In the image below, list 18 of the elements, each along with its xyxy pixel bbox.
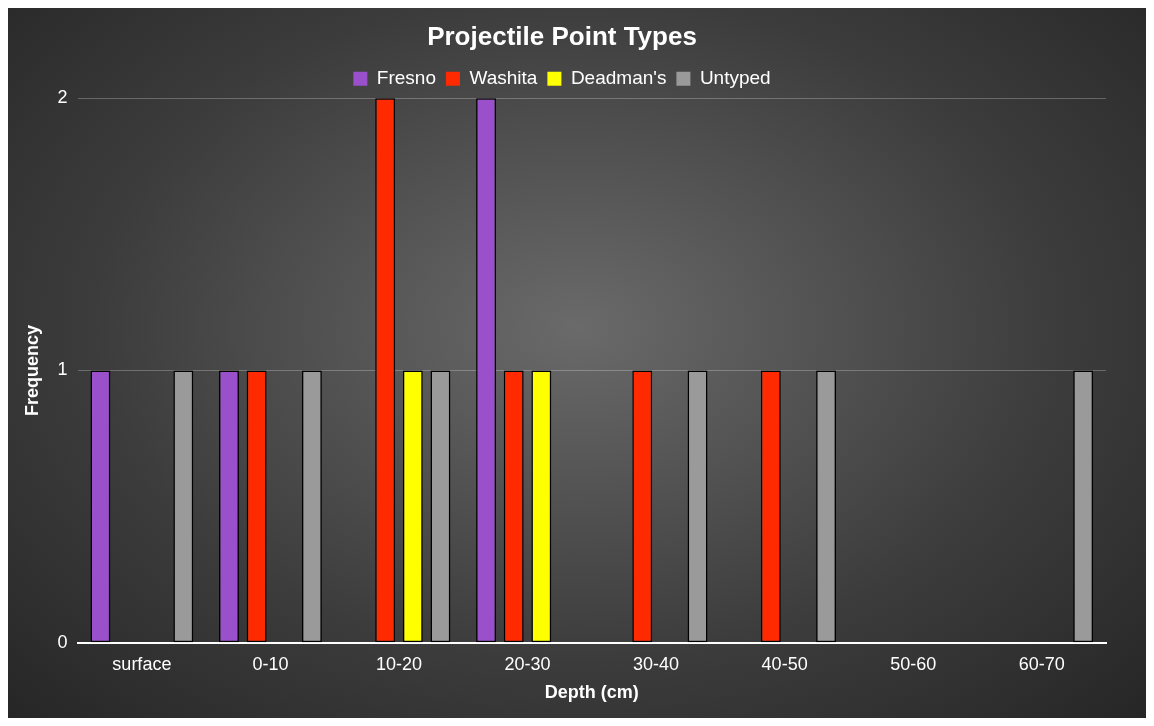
- y-axis-title: Frequency: [21, 324, 42, 417]
- x-tick-label: surface: [112, 653, 172, 674]
- x-tick-label: 0-10: [252, 653, 289, 674]
- y-tick-label: 0: [57, 631, 68, 652]
- x-tick-label: 10-20: [375, 653, 423, 674]
- x-tick-label: 20-30: [504, 653, 551, 674]
- legend-label: Untyped: [699, 66, 771, 88]
- legend-label: Washita: [469, 66, 538, 88]
- x-tick-label: 30-40: [633, 653, 680, 674]
- x-axis-title: Depth (cm): [544, 682, 639, 703]
- legend-label: Deadman's: [570, 66, 667, 88]
- legend-label: Fresno: [376, 66, 436, 88]
- x-tick-label: 50-60: [890, 653, 937, 674]
- x-tick-label: 60-70: [1018, 653, 1065, 674]
- y-tick-label: 1: [57, 359, 68, 380]
- x-tick-label: 40-50: [761, 653, 808, 674]
- chart-title: Projectile Point Types: [427, 20, 697, 51]
- y-tick-label: 2: [57, 87, 68, 108]
